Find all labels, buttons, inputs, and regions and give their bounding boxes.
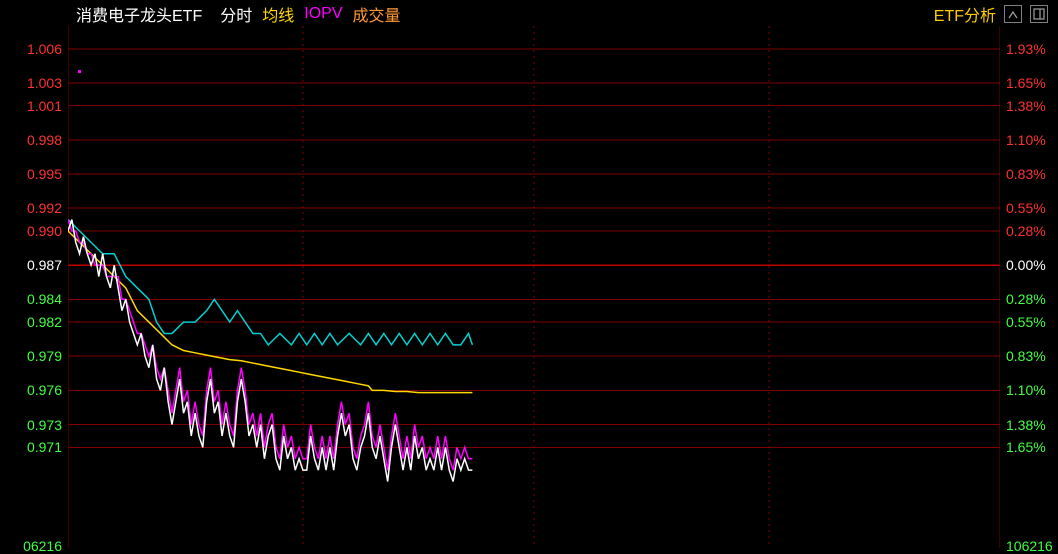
y-left-tick: 0.990 <box>27 223 62 239</box>
y-left-tick: 0.976 <box>27 382 62 398</box>
header-right: ETF分析 <box>934 2 1048 26</box>
etf-title: 消费电子龙头ETF <box>76 2 202 26</box>
y-axis-right: 1.93% 1.65% 1.38% 1.10% 0.83% 0.55% 0.28% 0.00%… <box>1000 26 1058 548</box>
legend-iopv[interactable]: IOPV <box>304 5 342 23</box>
y-right-tick: 0.83% <box>1006 348 1046 364</box>
panel-icon[interactable] <box>1030 5 1048 23</box>
y-right-tick: 1.65% <box>1006 75 1046 91</box>
y-left-tick: 1.003 <box>27 75 62 91</box>
y-right-tick: 0.28% <box>1006 223 1046 239</box>
y-right-tick: 1.38% <box>1006 98 1046 114</box>
legend-ma[interactable]: 均线 <box>262 2 294 26</box>
header-bar: 消费电子龙头ETF 分时 均线 IOPV 成交量 <box>0 2 1058 26</box>
legend-volume[interactable]: 成交量 <box>353 2 401 26</box>
y-left-tick: 0.995 <box>27 166 62 182</box>
y-right-tick: 0.83% <box>1006 166 1046 182</box>
plot-area[interactable] <box>68 26 1000 548</box>
y-left-tick: 0.984 <box>27 291 62 307</box>
y-right-bottom: 106216 <box>1006 538 1053 554</box>
y-right-tick: 0.55% <box>1006 200 1046 216</box>
y-left-tick: 0.987 <box>27 257 62 273</box>
y-right-tick: 1.93% <box>1006 41 1046 57</box>
restore-icon[interactable] <box>1004 5 1022 23</box>
y-right-tick: 1.65% <box>1006 439 1046 455</box>
y-right-tick: 0.55% <box>1006 314 1046 330</box>
y-axis-left: 1.006 1.003 1.001 0.998 0.995 0.992 0.990 0.987… <box>0 26 68 548</box>
y-right-tick: 0.00% <box>1006 257 1046 273</box>
chart-area: 1.006 1.003 1.001 0.998 0.995 0.992 0.990 0.987… <box>0 26 1058 548</box>
y-right-tick: 1.10% <box>1006 132 1046 148</box>
y-left-tick: 0.998 <box>27 132 62 148</box>
chart-svg <box>68 26 1000 548</box>
y-left-tick: 1.006 <box>27 41 62 57</box>
y-left-tick: 0.979 <box>27 348 62 364</box>
y-left-tick: 0.973 <box>27 417 62 433</box>
y-left-tick: 0.971 <box>27 439 62 455</box>
y-left-tick: 1.001 <box>27 98 62 114</box>
etf-analysis-link[interactable]: ETF分析 <box>934 2 996 26</box>
y-right-tick: 1.38% <box>1006 417 1046 433</box>
y-right-tick: 0.28% <box>1006 291 1046 307</box>
y-left-tick: 0.982 <box>27 314 62 330</box>
y-left-bottom: 06216 <box>23 538 62 554</box>
legend-intraday[interactable]: 分时 <box>220 2 252 26</box>
y-right-tick: 1.10% <box>1006 382 1046 398</box>
y-left-tick: 0.992 <box>27 200 62 216</box>
